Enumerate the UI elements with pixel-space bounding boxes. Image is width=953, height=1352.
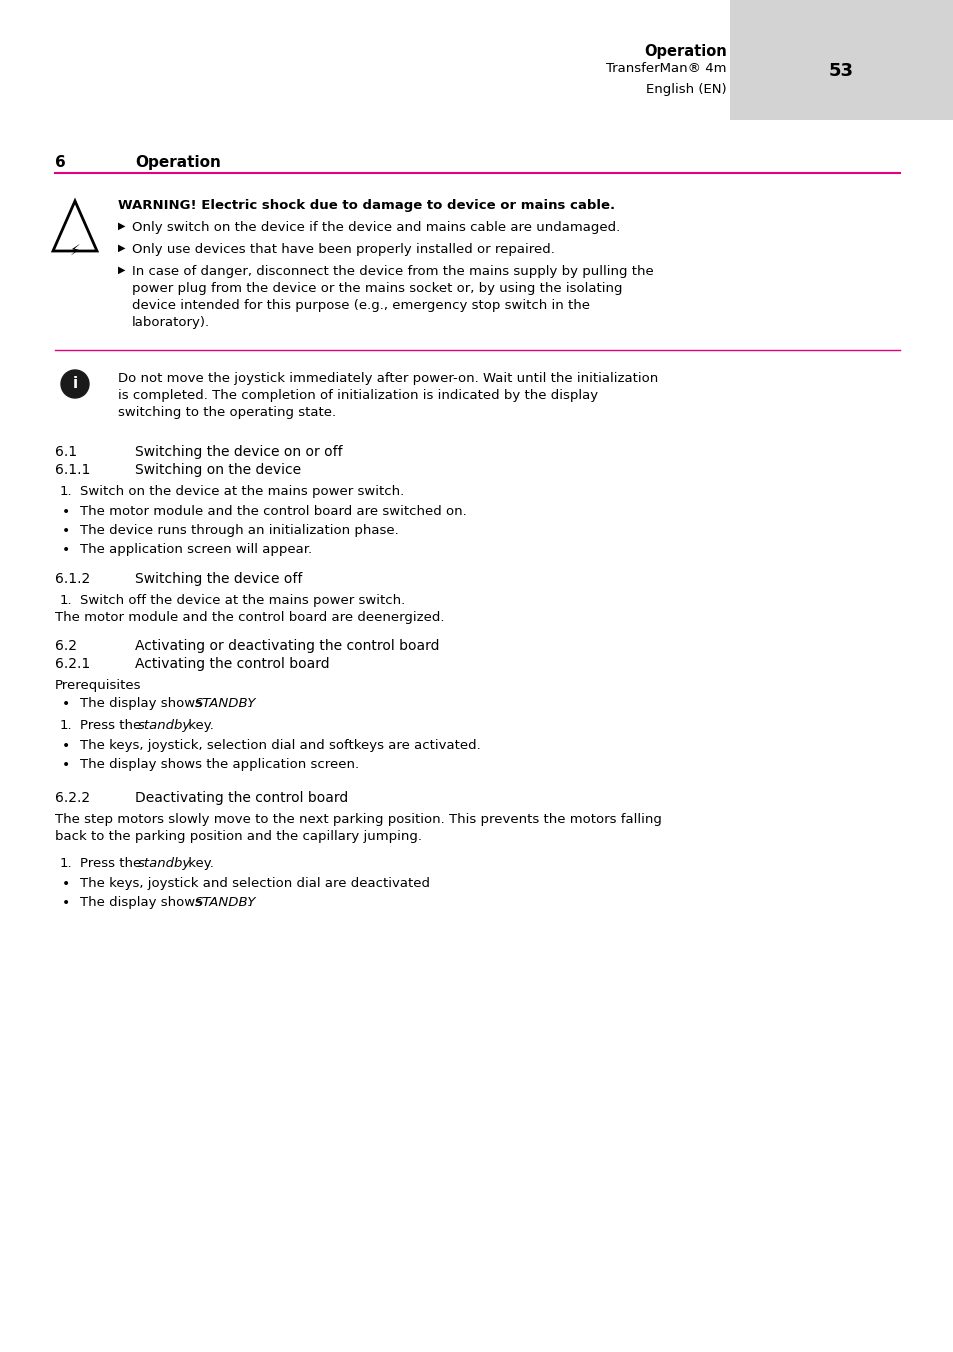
- Text: standby: standby: [138, 719, 191, 731]
- Text: Deactivating the control board: Deactivating the control board: [135, 791, 348, 804]
- Text: Do not move the joystick immediately after power-on. Wait until the initializati: Do not move the joystick immediately aft…: [118, 372, 658, 385]
- Text: •: •: [62, 525, 71, 538]
- Text: TransferMan® 4m: TransferMan® 4m: [606, 62, 726, 74]
- Text: Activating or deactivating the control board: Activating or deactivating the control b…: [135, 639, 439, 653]
- Text: WARNING! Electric shock due to damage to device or mains cable.: WARNING! Electric shock due to damage to…: [118, 199, 615, 212]
- Text: 1.: 1.: [60, 719, 72, 731]
- Text: The keys, joystick, selection dial and softkeys are activated.: The keys, joystick, selection dial and s…: [80, 740, 480, 752]
- Text: 6.2.2: 6.2.2: [55, 791, 90, 804]
- Text: switching to the operating state.: switching to the operating state.: [118, 406, 335, 419]
- Text: •: •: [62, 506, 71, 519]
- Text: .: .: [247, 896, 251, 909]
- Text: standby: standby: [138, 857, 191, 869]
- Text: key.: key.: [184, 719, 213, 731]
- Text: English (EN): English (EN): [646, 82, 726, 96]
- Text: ▶: ▶: [118, 220, 126, 231]
- Text: 53: 53: [827, 62, 853, 80]
- Text: •: •: [62, 877, 71, 891]
- Text: ▶: ▶: [118, 265, 126, 274]
- Text: The display shows: The display shows: [80, 896, 206, 909]
- Text: Switch off the device at the mains power switch.: Switch off the device at the mains power…: [80, 594, 405, 607]
- Text: device intended for this purpose (e.g., emergency stop switch in the: device intended for this purpose (e.g., …: [132, 299, 589, 312]
- Text: i: i: [72, 376, 77, 391]
- Text: In case of danger, disconnect the device from the mains supply by pulling the: In case of danger, disconnect the device…: [132, 265, 653, 279]
- Text: Only switch on the device if the device and mains cable are undamaged.: Only switch on the device if the device …: [132, 220, 619, 234]
- Text: The motor module and the control board are switched on.: The motor module and the control board a…: [80, 506, 466, 518]
- Text: 6.2: 6.2: [55, 639, 77, 653]
- Text: Prerequisites: Prerequisites: [55, 679, 141, 692]
- Text: Switching the device off: Switching the device off: [135, 572, 302, 585]
- Text: Switch on the device at the mains power switch.: Switch on the device at the mains power …: [80, 485, 404, 498]
- Text: 1.: 1.: [60, 594, 72, 607]
- Text: 6.1.2: 6.1.2: [55, 572, 91, 585]
- Text: 1.: 1.: [60, 857, 72, 869]
- Text: •: •: [62, 740, 71, 753]
- Text: •: •: [62, 896, 71, 910]
- Text: STANDBY: STANDBY: [194, 698, 256, 710]
- Text: Operation: Operation: [135, 155, 221, 170]
- Text: laboratory).: laboratory).: [132, 316, 210, 329]
- Text: 6.1: 6.1: [55, 445, 77, 458]
- Text: The keys, joystick and selection dial are deactivated: The keys, joystick and selection dial ar…: [80, 877, 430, 890]
- FancyBboxPatch shape: [729, 0, 953, 120]
- Text: ▶: ▶: [118, 243, 126, 253]
- Text: Operation: Operation: [643, 45, 726, 59]
- Text: The step motors slowly move to the next parking position. This prevents the moto: The step motors slowly move to the next …: [55, 813, 661, 826]
- Text: Activating the control board: Activating the control board: [135, 657, 330, 671]
- Text: Only use devices that have been properly installed or repaired.: Only use devices that have been properly…: [132, 243, 555, 256]
- Text: ⚡: ⚡: [70, 243, 80, 258]
- Text: The display shows: The display shows: [80, 698, 206, 710]
- Text: is completed. The completion of initialization is indicated by the display: is completed. The completion of initiali…: [118, 389, 598, 402]
- Text: The display shows the application screen.: The display shows the application screen…: [80, 758, 358, 771]
- Text: Press the: Press the: [80, 719, 146, 731]
- Text: back to the parking position and the capillary jumping.: back to the parking position and the cap…: [55, 830, 421, 844]
- Text: .: .: [247, 698, 251, 710]
- Text: 6.2.1: 6.2.1: [55, 657, 91, 671]
- Text: The application screen will appear.: The application screen will appear.: [80, 544, 312, 556]
- Text: power plug from the device or the mains socket or, by using the isolating: power plug from the device or the mains …: [132, 283, 622, 295]
- Text: The device runs through an initialization phase.: The device runs through an initializatio…: [80, 525, 398, 537]
- Text: •: •: [62, 758, 71, 772]
- Text: •: •: [62, 544, 71, 557]
- Text: Switching the device on or off: Switching the device on or off: [135, 445, 342, 458]
- Text: STANDBY: STANDBY: [194, 896, 256, 909]
- Text: •: •: [62, 698, 71, 711]
- Text: 6.1.1: 6.1.1: [55, 462, 91, 477]
- Text: key.: key.: [184, 857, 213, 869]
- Text: 1.: 1.: [60, 485, 72, 498]
- Text: Press the: Press the: [80, 857, 146, 869]
- Text: Switching on the device: Switching on the device: [135, 462, 301, 477]
- Text: 6: 6: [55, 155, 66, 170]
- Circle shape: [61, 370, 89, 397]
- Text: The motor module and the control board are deenergized.: The motor module and the control board a…: [55, 611, 444, 625]
